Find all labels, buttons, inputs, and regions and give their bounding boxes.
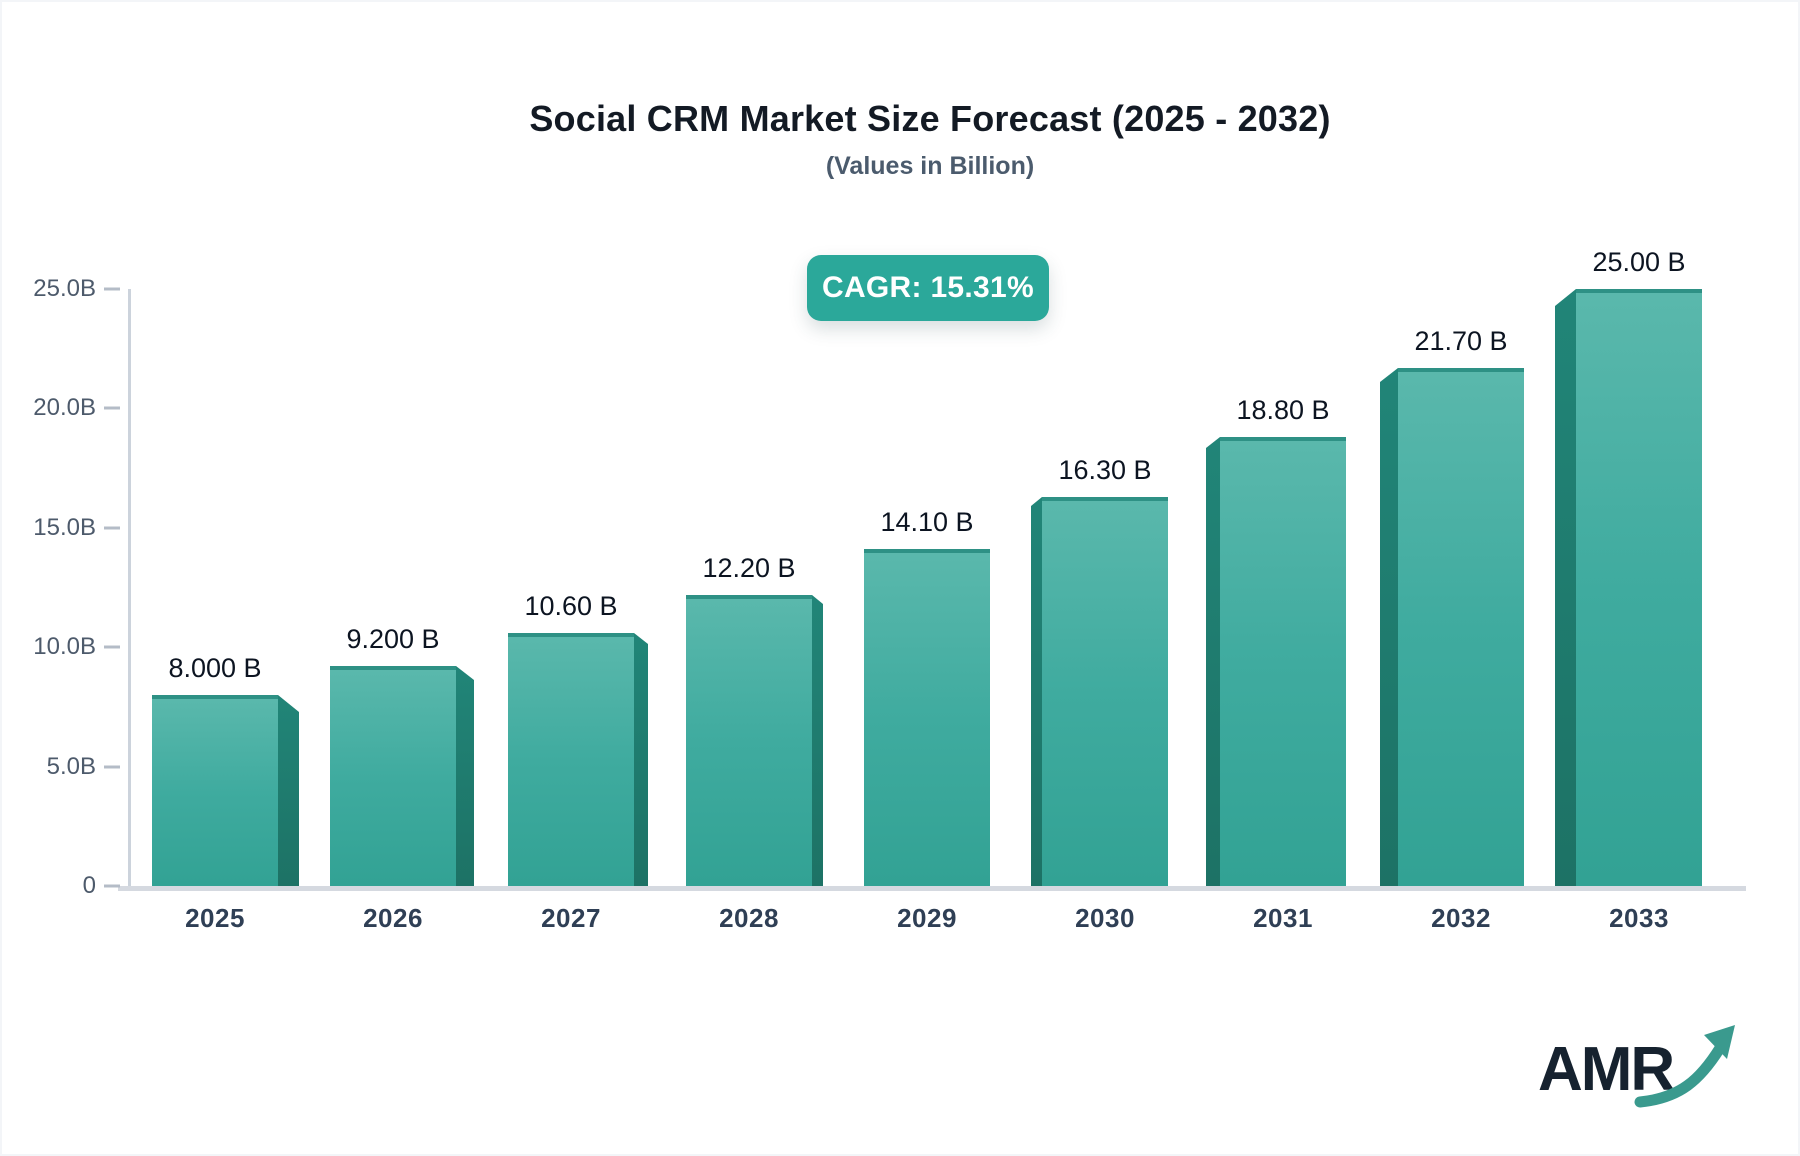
bar-value-label-2026: 9.200 B [346, 624, 440, 654]
x-tick-label-2031: 2031 [1253, 903, 1313, 933]
y-tick-label: 5.0B [46, 752, 96, 780]
bar-2032 [1398, 368, 1524, 886]
bar-2028 [686, 595, 812, 886]
y-tick-mark [104, 884, 120, 888]
x-tick-label-2027: 2027 [541, 903, 601, 933]
x-tick-label-2030: 2030 [1075, 903, 1135, 933]
x-tick-label-2032: 2032 [1431, 903, 1491, 933]
x-tick-label-2026: 2026 [363, 903, 423, 933]
bar-2025 [152, 695, 278, 886]
bar-value-label-2033: 25.00 B [1592, 247, 1686, 277]
bar-2033 [1576, 289, 1702, 886]
bar-2029 [864, 549, 990, 886]
bar-side-2026 [456, 666, 474, 886]
bar-2026 [330, 666, 456, 886]
bar-side-2033 [1555, 289, 1576, 886]
x-tick-label-2029: 2029 [897, 903, 957, 933]
bar-side-2031 [1206, 437, 1220, 886]
chart-subtitle: (Values in Billion) [825, 152, 1035, 180]
y-tick-label: 25.0B [33, 275, 96, 302]
y-tick-mark [104, 765, 120, 769]
amr-logo-text: AMR [1538, 1035, 1675, 1104]
bar-side-2028 [812, 595, 823, 886]
bar-value-label-2029: 14.10 B [880, 507, 974, 537]
y-tick-label: 15.0B [33, 513, 96, 541]
x-tick-label-2028: 2028 [719, 903, 779, 933]
y-tick-label: 0 [82, 872, 96, 899]
bar-side-2032 [1380, 368, 1398, 886]
bar-side-2025 [278, 695, 299, 886]
x-axis-baseline [118, 886, 1746, 891]
bar-value-label-2031: 18.80 B [1236, 395, 1330, 425]
x-tick-label-2025: 2025 [185, 903, 245, 933]
bar-value-label-2027: 10.60 B [524, 591, 618, 621]
y-tick-mark [104, 526, 120, 530]
y-tick-mark [104, 406, 120, 410]
page-title: Social CRM Market Size Forecast (2025 - … [529, 98, 1331, 139]
growth-arrow-icon [1634, 1025, 1735, 1108]
bar-2030 [1042, 497, 1168, 886]
bar-value-label-2030: 16.30 B [1058, 455, 1152, 485]
bar-side-2027 [634, 633, 648, 886]
y-tick-label: 20.0B [33, 394, 96, 422]
amr-logo: AMR [1538, 1025, 1738, 1134]
bar-value-label-2028: 12.20 B [702, 553, 796, 583]
x-tick-label-2033: 2033 [1609, 903, 1669, 933]
bar-side-2030 [1031, 497, 1042, 886]
bar-2031 [1220, 437, 1346, 886]
y-tick-mark [104, 645, 120, 649]
cagr-badge: CAGR: 15.31% [807, 255, 1049, 321]
y-axis-line [128, 289, 131, 890]
bar-2027 [508, 633, 634, 886]
y-tick-label: 10.0B [33, 633, 96, 661]
bar-value-label-2032: 21.70 B [1414, 326, 1508, 356]
bar-value-label-2025: 8.000 B [168, 653, 262, 683]
y-tick-mark [104, 287, 120, 291]
